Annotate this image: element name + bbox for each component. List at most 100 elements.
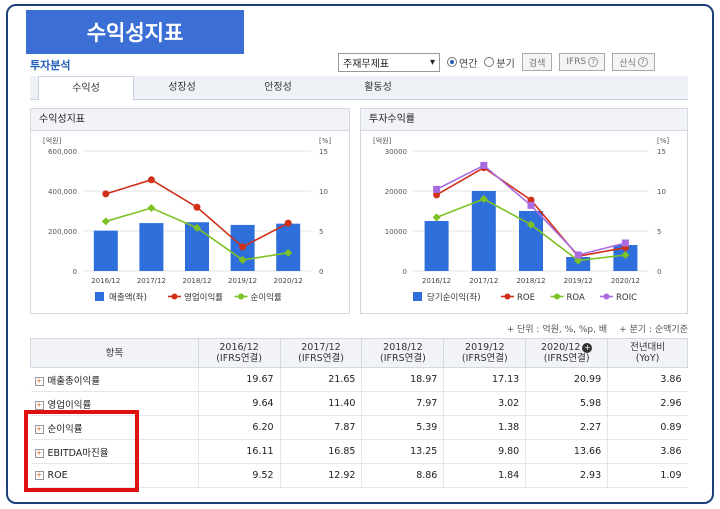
table-header-row: 항목 2016/12 (IFRS연결) 2017/12 (IFRS연결) 2018/…	[30, 338, 688, 368]
section-title: 투자분석	[30, 59, 71, 72]
data-point	[193, 203, 201, 211]
radio-selected-icon	[447, 57, 457, 67]
data-point	[574, 256, 583, 265]
expand-row-icon[interactable]: +	[34, 471, 44, 480]
radio-quarter[interactable]: 분기	[484, 55, 515, 70]
header-year: 2018/12	[383, 342, 423, 353]
table-row[interactable]: + 순이익률 6.20 7.87 5.39 1.38 2.27 0.89	[30, 415, 688, 440]
data-point	[527, 196, 535, 204]
unit-notes: + 단위 : 억원, %, %p, 배 + 분기 : 순액기준	[30, 322, 688, 335]
profitability-table: 항목 2016/12 (IFRS연결) 2017/12 (IFRS연결) 2018/…	[30, 338, 688, 488]
data-point	[193, 223, 201, 232]
table-row[interactable]: + ROE 9.52 12.92 8.86 1.84 2.93 1.09	[30, 463, 688, 488]
header-col: 2017/12 (IFRS연결)	[279, 338, 363, 368]
y-tick-label-left: 200,000	[48, 228, 77, 236]
y-tick-label-left: 0	[403, 268, 407, 276]
table-cell: 20.99	[525, 367, 608, 392]
tab-activity[interactable]: 활동성	[364, 82, 392, 93]
radio-unselected-icon	[484, 57, 495, 67]
expand-row-icon[interactable]: +	[34, 400, 44, 410]
header-year: 2017/12	[301, 342, 341, 353]
row-label-cell[interactable]: + 순이익률	[30, 415, 199, 440]
legend-swatch-dot	[504, 293, 511, 300]
header-basis: (IFRS연결)	[380, 353, 426, 364]
row-label: 영업이익률	[47, 399, 92, 411]
expand-row-icon[interactable]: +	[34, 376, 44, 386]
header-year: 2020/12	[540, 342, 581, 353]
expand-plus-icon[interactable]: +	[582, 342, 593, 353]
tab-stability[interactable]: 안정성	[264, 82, 292, 93]
data-point	[147, 176, 155, 184]
tab-profitability[interactable]: 수익성	[38, 76, 134, 101]
y-tick-label-left: 10000	[385, 228, 407, 236]
row-label: ROE	[47, 470, 68, 481]
table-cell: 0.89	[607, 415, 688, 440]
table-cell: 16.11	[197, 439, 281, 464]
header-col: 전년대비 (YoY)	[607, 338, 688, 368]
legend-swatch-dot	[554, 293, 560, 300]
y-tick-label-right: 5	[657, 228, 661, 236]
y-tick-label-right: 5	[319, 228, 323, 236]
legend-label: ROIC	[616, 293, 637, 303]
table-row[interactable]: + 매출총이익률 19.67 21.65 18.97 17.13 20.99 3.86	[30, 367, 688, 392]
y-tick-label-right: 15	[657, 148, 666, 156]
table-cell: 16.85	[279, 439, 362, 464]
tab-growth[interactable]: 성장성	[168, 82, 196, 93]
table-cell: 2.93	[525, 463, 608, 488]
header-basis: (IFRS연결)	[216, 353, 263, 364]
statement-select-value: 주재무제표	[343, 58, 389, 70]
data-point	[284, 248, 293, 257]
table-cell: 11.40	[279, 391, 362, 416]
table-cell: 2.27	[525, 415, 608, 440]
table-cell: 7.87	[279, 415, 362, 440]
header-year: 2016/12	[219, 342, 259, 353]
table-cell: 17.13	[443, 367, 526, 392]
row-label: 매출총이익률	[47, 375, 100, 387]
page-title-banner: 수익성지표	[26, 10, 244, 54]
legend-swatch	[95, 292, 104, 301]
table-cell: 9.52	[197, 463, 281, 488]
data-point	[238, 255, 247, 264]
table-row[interactable]: + EBITDA마진율 16.11 16.85 13.25 9.80 13.66 3.86	[30, 439, 688, 464]
table-cell: 19.67	[197, 367, 281, 392]
header-item: 항목	[30, 338, 199, 368]
bar	[424, 221, 449, 271]
ifrs-help-button[interactable]: IFRS ?	[559, 53, 606, 71]
x-tick-label: 2017/12	[469, 277, 498, 285]
row-label-cell[interactable]: + ROE	[30, 463, 199, 488]
expand-row-icon[interactable]: +	[34, 424, 44, 434]
x-tick-label: 2020/12	[274, 277, 303, 285]
panel-title: 수익성지표	[31, 109, 349, 131]
y-tick-label-right: 0	[657, 268, 661, 276]
header-basis: (IFRS연결)	[298, 353, 344, 364]
x-tick-label: 2019/12	[564, 277, 593, 285]
left-axis-unit: [억원]	[43, 136, 62, 145]
legend-label: ROA	[567, 293, 585, 303]
expand-row-icon[interactable]: +	[34, 448, 44, 458]
data-point	[479, 195, 488, 203]
table-cell: 1.38	[443, 415, 526, 440]
radio-annual[interactable]: 연간	[447, 55, 477, 70]
table-row[interactable]: + 영업이익률 9.64 11.40 7.97 3.02 5.98 2.96	[30, 391, 688, 416]
bar	[93, 230, 118, 271]
formula-help-button[interactable]: 산식 ?	[612, 53, 655, 71]
search-button[interactable]: 검색	[521, 53, 553, 71]
header-basis: (IFRS연결)	[461, 353, 508, 364]
y-tick-label-left: 0	[73, 268, 77, 276]
row-label-cell[interactable]: + 매출총이익률	[30, 367, 199, 392]
statement-select[interactable]: 주재무제표 ▾	[338, 52, 440, 72]
legend-swatch-dot	[603, 293, 610, 300]
help-icon: ?	[588, 57, 599, 67]
data-point	[527, 201, 535, 209]
ifrs-label: IFRS	[566, 57, 587, 67]
highlight-box	[24, 410, 139, 492]
table-cell: 1.84	[443, 463, 526, 488]
header-year: 2019/12	[465, 342, 505, 353]
legend-label: 당기순이익(좌)	[427, 292, 481, 303]
row-label-cell[interactable]: + EBITDA마진율	[30, 439, 199, 464]
x-tick-label: 2019/12	[228, 277, 257, 285]
x-tick-label: 2018/12	[182, 277, 211, 285]
header-basis: (IFRS연결)	[543, 353, 590, 364]
data-point	[147, 204, 156, 213]
x-tick-label: 2020/12	[611, 277, 640, 285]
